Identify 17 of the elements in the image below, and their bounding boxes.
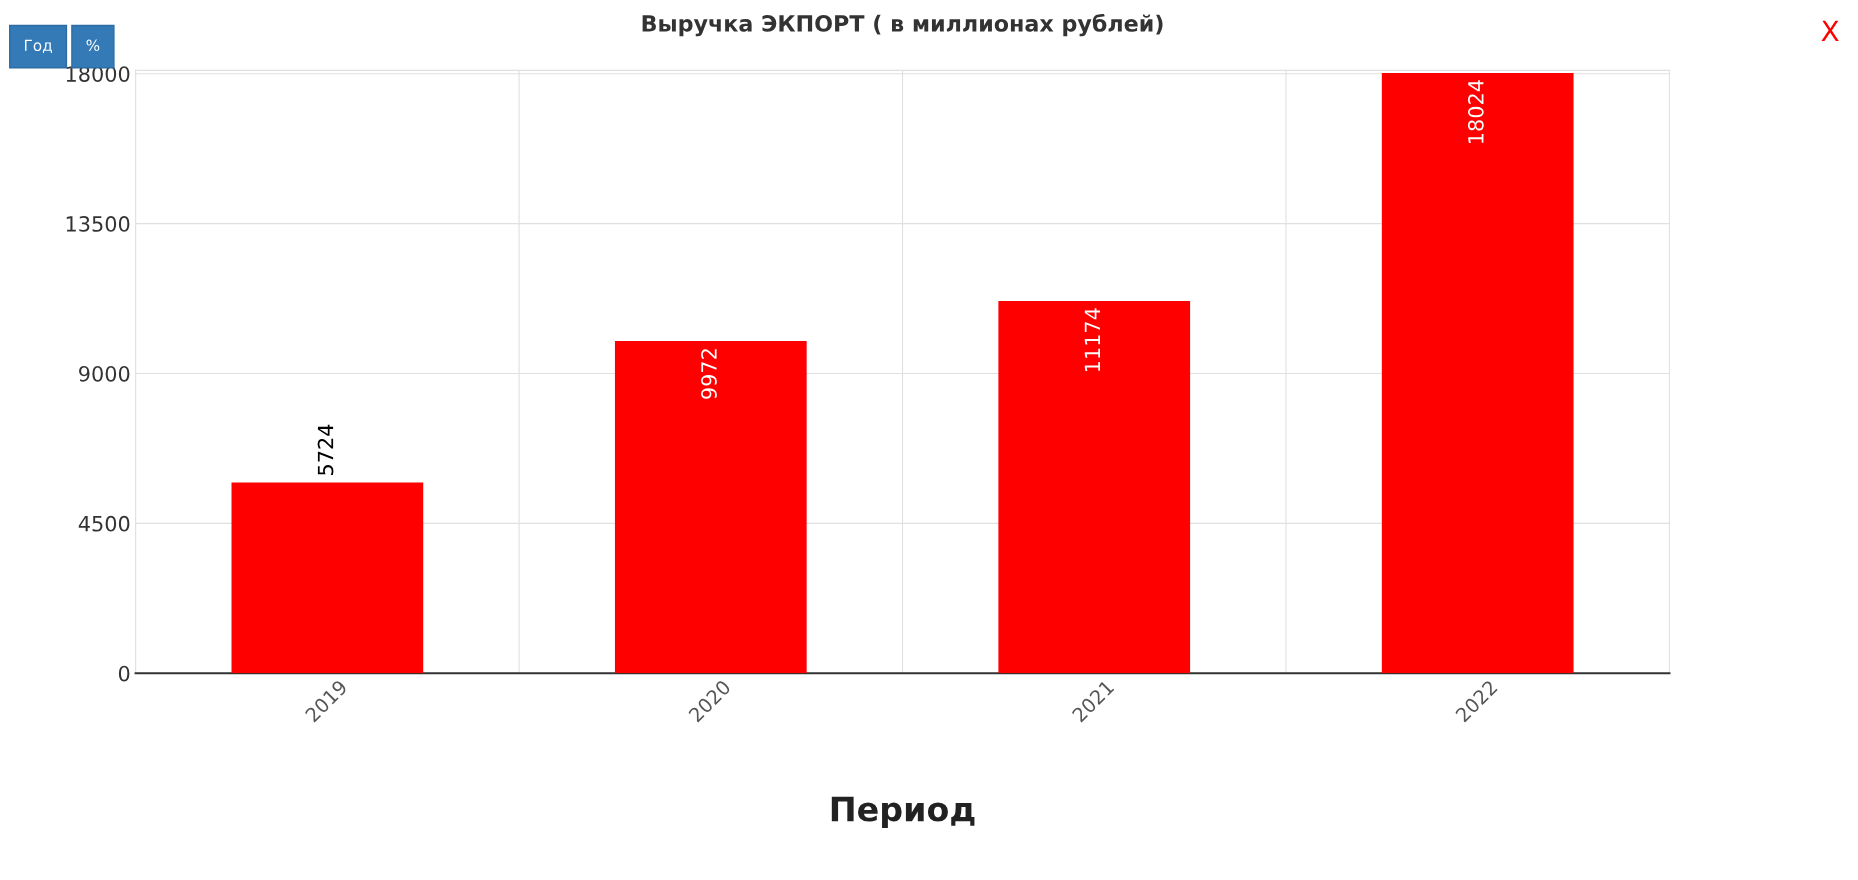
y-tick-label: 9000 xyxy=(79,365,130,382)
bar xyxy=(1381,72,1574,674)
y-tick-label: 13500 xyxy=(66,216,130,232)
chart-title: Выручка ЭКПОРТ ( в миллионах рублей) xyxy=(642,13,1163,37)
data-label: 5724 xyxy=(317,424,334,475)
y-tick-label: 0 xyxy=(118,665,130,682)
bar xyxy=(231,482,424,674)
bar xyxy=(998,301,1191,674)
data-label: 18024 xyxy=(1467,80,1484,143)
data-label: 9972 xyxy=(701,349,717,399)
bar xyxy=(614,341,807,674)
y-tick-label: 4500 xyxy=(78,515,130,532)
x-axis-title: Период xyxy=(831,796,975,829)
text: Год xyxy=(24,39,52,53)
data-label: 11174 xyxy=(1084,308,1100,372)
text: X xyxy=(1821,20,1839,42)
text: % xyxy=(86,39,100,52)
